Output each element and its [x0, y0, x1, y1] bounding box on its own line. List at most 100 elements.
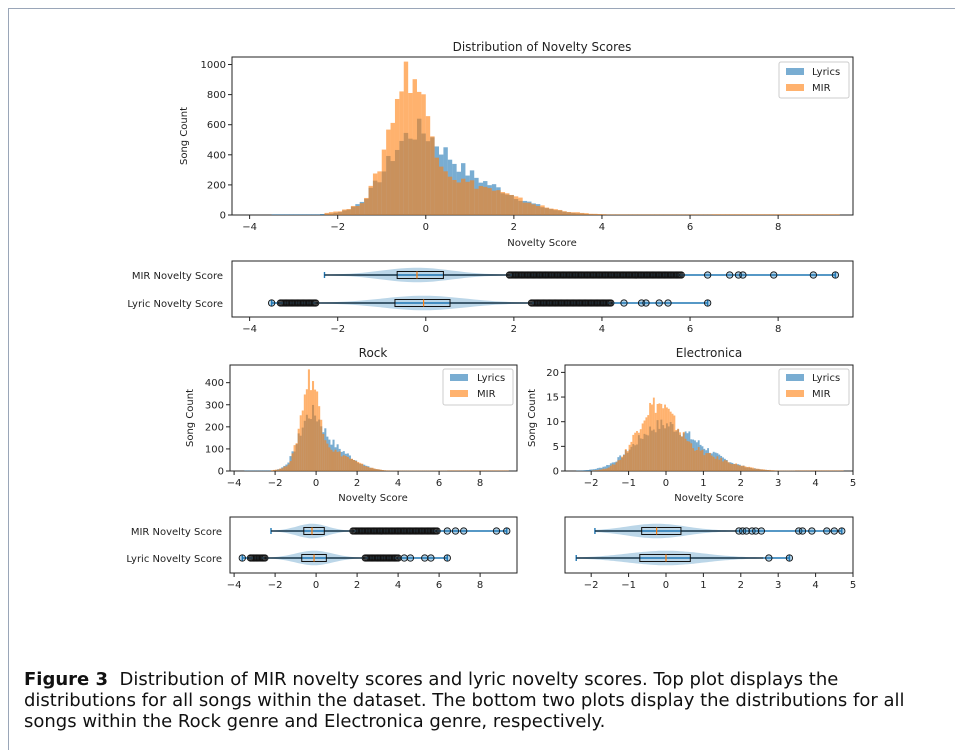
rock-hist-bar-mir [340, 456, 343, 471]
main-hist-bar-mir [725, 214, 730, 215]
main-hist-bar-mir [601, 214, 607, 215]
rock-violin-flier [451, 527, 460, 535]
rock-violin-flier [443, 527, 451, 535]
legend-mir-swatch [450, 390, 468, 397]
main-hist-bar-mir [786, 214, 792, 215]
main-hist-xtick-label: 4 [599, 222, 605, 233]
rock-hist-bar-mir [383, 470, 386, 471]
main-violin-flier [620, 299, 628, 307]
electronica-hist-ylabel: Song Count [527, 389, 538, 447]
electronica-hist-bar-mir [632, 434, 635, 471]
rock-hist-bar-mir [281, 468, 284, 471]
electronica-hist-bar-mir [720, 457, 723, 471]
rock-hist-bar-mir [357, 461, 360, 471]
main-hist-bar-mir [632, 214, 638, 215]
main-hist-bar-lyrics [293, 214, 299, 215]
electronica-violin-iqr-box [641, 527, 682, 535]
legend-lyrics-swatch [786, 68, 804, 75]
main-hist-xtick-label: −2 [330, 222, 345, 233]
main-violin-iqr-box [394, 299, 451, 307]
main-violin-flier [704, 299, 712, 307]
rock-hist-bar-mir [303, 394, 306, 471]
main-hist-bar-mir [685, 214, 691, 215]
electronica-hist-bar-lyrics [594, 468, 597, 471]
main-hist-bar-mir [496, 190, 501, 215]
electronica-hist-bar-mir [675, 429, 678, 471]
electronica-hist-bar-mir [617, 460, 620, 471]
main-hist-bar-mir [500, 192, 506, 215]
electronica-violin-panel: −2 −1 0 1 2 3 4 5 [564, 516, 856, 591]
electronica-hist-xtick-label: 2 [738, 478, 744, 489]
electronica-hist-bar-lyrics [591, 469, 594, 471]
electronica-hist-ytick-label: 0 [553, 467, 559, 478]
electronica-hist-bar-mir [608, 467, 610, 471]
electronica-hist-bar-lyrics [587, 470, 590, 471]
electronica-hist-bar-lyrics [596, 468, 599, 471]
main-hist-bar-mir [531, 204, 536, 215]
electronica-hist-bar-lyrics [583, 470, 586, 471]
main-hist-ytick-label: 400 [207, 150, 226, 161]
electronica-hist-bar-mir [684, 438, 687, 471]
rock-hist-bar-mir [314, 389, 317, 471]
rock-violin-xtick-label: −4 [227, 580, 242, 591]
electronica-violin-flier [823, 527, 831, 535]
rock-violin-flier [400, 554, 408, 562]
main-hist-bar-mir [478, 186, 484, 215]
electronica-violin-ticks: −2 −1 0 1 2 3 4 5 [584, 573, 856, 591]
electronica-hist-bar-mir [742, 465, 745, 471]
rock-hist-xtick-label: 0 [313, 478, 319, 489]
main-hist-bar-mir [659, 214, 664, 215]
legend-mir-label: MIR [812, 389, 831, 400]
main-violin-flier [655, 299, 663, 307]
main-hist-bar-mir [368, 185, 373, 215]
main-hist-bar-mir [456, 182, 462, 215]
main-hist-bar-mir [619, 214, 624, 215]
rock-hist-bar-mir [320, 419, 323, 471]
main-hist-bar-lyrics [306, 214, 312, 215]
main-hist-bar-mir [623, 214, 629, 215]
rock-violin-xtick-label: 2 [354, 580, 360, 591]
electronica-violin-body [575, 523, 846, 566]
electronica-violin-flier [808, 527, 816, 535]
rock-hist-bars [244, 369, 509, 471]
electronica-violin-xtick-label: 3 [775, 580, 781, 591]
rock-hist-xtick-label: 6 [436, 478, 442, 489]
electronica-hist-bar-mir [662, 408, 665, 471]
rock-hist-xtick-label: −2 [268, 478, 283, 489]
electronica-violin-flier [830, 527, 838, 535]
main-hist-bar-mir [439, 166, 444, 215]
electronica-hist-bar-mir [593, 470, 595, 471]
main-hist-bar-mir [535, 206, 541, 215]
rock-hist-bar-mir [293, 445, 296, 471]
electronica-hist-bar-mir [688, 441, 691, 471]
electronica-hist-bar-mir [761, 469, 764, 471]
electronica-hist-xtick-label: −1 [621, 478, 636, 489]
electronica-hist-xtick-label: 3 [775, 478, 781, 489]
rock-hist-bar-mir [371, 467, 374, 471]
rock-hist-bar-mir [342, 455, 345, 471]
rock-hist-bar-mir [295, 443, 298, 471]
main-hist-bar-mir [390, 122, 395, 215]
electronica-hist-bar-mir [639, 429, 642, 471]
main-hist-bar-mir [668, 214, 673, 215]
electronica-hist-bar-mir [600, 469, 603, 471]
main-violin-flier [739, 271, 747, 279]
electronica-hist-bar-mir [649, 402, 652, 471]
electronica-hist-bar-lyrics [593, 469, 595, 471]
main-hist-bar-mir [465, 181, 470, 215]
rock-hist-bar-mir [273, 469, 276, 471]
main-hist-bar-mir [694, 214, 699, 215]
rock-hist-ticks: −4 −2 0 2 4 6 8 0 100 200 300 400 [205, 378, 483, 489]
electronica-hist-bar-mir [765, 469, 767, 471]
rock-hist-bar-mir [348, 458, 351, 471]
main-hist-bar-mir [544, 207, 550, 215]
main-violin-xtick-label: −2 [330, 324, 345, 335]
electronica-hist-bar-mir [654, 412, 657, 471]
electronica-hist-bar-mir [622, 454, 625, 471]
main-hist-ticks: −4 −2 0 2 4 6 8 0 200 400 600 800 1000 [201, 60, 782, 233]
rock-hist-bar-mir [379, 469, 382, 471]
electronica-hist-bar-mir [645, 417, 648, 471]
rock-hist-bar-mir [316, 391, 319, 471]
main-hist-bar-mir [597, 214, 602, 215]
main-hist-bar-mir [566, 211, 572, 215]
